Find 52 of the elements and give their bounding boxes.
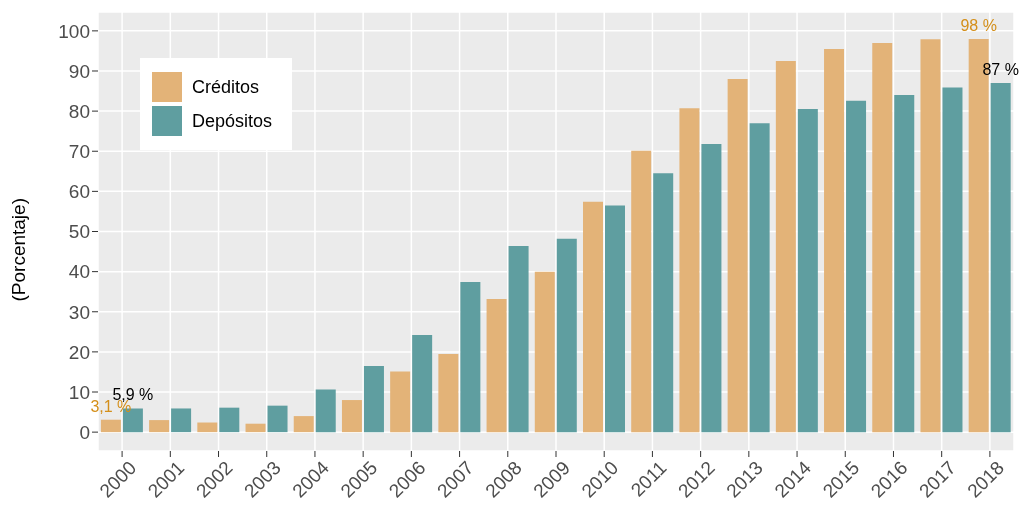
bar — [460, 282, 481, 433]
bar — [872, 42, 893, 433]
bar — [631, 150, 652, 433]
y-tick-label: 10 — [68, 381, 90, 403]
bar — [920, 39, 941, 433]
bar — [315, 389, 336, 433]
data-label: 87 % — [982, 61, 1019, 79]
bar — [197, 422, 218, 433]
bar — [990, 83, 1011, 433]
y-tick-label: 100 — [58, 20, 90, 42]
bar — [775, 60, 796, 433]
bar — [605, 205, 625, 433]
y-tick-label: 90 — [68, 60, 90, 82]
y-tick-label: 30 — [68, 301, 90, 323]
bar — [749, 123, 770, 433]
bar — [219, 407, 240, 433]
bar — [824, 48, 845, 433]
bar — [508, 245, 529, 433]
data-label: 98 % — [960, 16, 997, 34]
bar — [846, 100, 867, 433]
y-tick-label: 80 — [68, 100, 90, 122]
bar — [341, 400, 362, 433]
bar — [390, 371, 411, 433]
bar — [894, 95, 915, 433]
bar — [942, 87, 963, 433]
bar — [245, 423, 266, 433]
y-tick-label: 60 — [68, 181, 90, 203]
bar — [679, 108, 700, 433]
bar — [100, 419, 121, 433]
bar — [797, 109, 818, 433]
bar — [171, 408, 192, 433]
bar — [701, 144, 722, 433]
legend-label: Créditos — [192, 76, 260, 98]
bar — [653, 173, 674, 433]
y-tick-label: 20 — [68, 341, 90, 363]
bar — [293, 416, 314, 433]
legend-label: Depósitos — [192, 110, 273, 132]
y-axis-title: (Porcentaje) — [7, 198, 29, 302]
y-tick-label: 0 — [79, 421, 90, 443]
y-tick-label: 40 — [68, 261, 90, 283]
bar — [556, 238, 577, 433]
bar — [486, 298, 507, 433]
y-tick-label: 50 — [68, 221, 90, 243]
bar — [267, 405, 288, 433]
bar — [438, 353, 459, 433]
y-tick-label: 70 — [68, 140, 90, 162]
bar — [727, 79, 748, 433]
bar — [363, 365, 384, 433]
bar — [583, 201, 603, 433]
bar — [412, 335, 433, 433]
bar — [149, 420, 170, 433]
bar — [534, 271, 555, 433]
